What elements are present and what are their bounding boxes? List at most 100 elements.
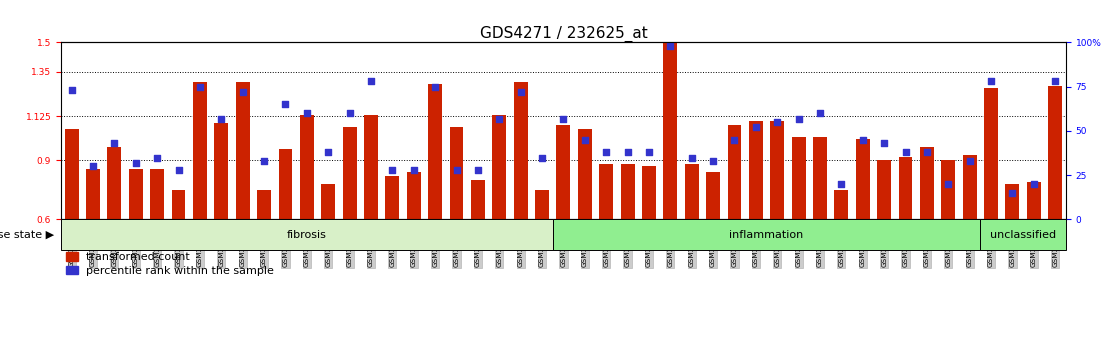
Bar — [172, 190, 185, 219]
Point — [341, 110, 359, 116]
Point — [448, 167, 465, 173]
Bar — [813, 137, 827, 219]
Point — [832, 181, 850, 187]
Point — [705, 158, 722, 164]
Point — [533, 155, 551, 160]
Point — [961, 158, 978, 164]
Bar — [193, 82, 207, 219]
Point — [362, 79, 380, 84]
Bar — [129, 169, 143, 219]
Point — [105, 141, 123, 146]
Point — [84, 164, 102, 169]
Point — [277, 102, 295, 107]
Bar — [450, 127, 463, 219]
Point — [170, 167, 187, 173]
Bar — [792, 137, 806, 219]
Legend: transformed count, percentile rank within the sample: transformed count, percentile rank withi… — [66, 252, 275, 276]
Point — [491, 116, 509, 121]
Text: disease state ▶: disease state ▶ — [0, 229, 54, 240]
Point — [940, 181, 957, 187]
Bar — [1048, 86, 1063, 219]
Point — [640, 149, 658, 155]
Bar — [685, 164, 699, 219]
Bar — [342, 127, 357, 219]
Bar — [64, 129, 79, 219]
Bar — [664, 42, 677, 219]
Point — [790, 116, 808, 121]
Bar — [620, 164, 635, 219]
Point — [811, 110, 829, 116]
Bar — [514, 82, 527, 219]
Point — [768, 119, 786, 125]
Point — [512, 89, 530, 95]
Point — [234, 89, 252, 95]
Bar — [407, 172, 421, 219]
Point — [1046, 79, 1064, 84]
Bar — [855, 139, 870, 219]
Bar — [770, 121, 784, 219]
Bar — [749, 121, 762, 219]
Bar — [386, 176, 399, 219]
Point — [383, 167, 401, 173]
Point — [213, 116, 230, 121]
Bar — [257, 190, 271, 219]
Point — [469, 167, 486, 173]
Text: unclassified: unclassified — [991, 229, 1056, 240]
Title: GDS4271 / 232625_at: GDS4271 / 232625_at — [480, 26, 647, 42]
Point — [896, 149, 914, 155]
Point — [63, 87, 81, 93]
Text: inflammation: inflammation — [729, 229, 803, 240]
Point — [148, 155, 166, 160]
Bar — [984, 88, 998, 219]
Bar — [321, 184, 335, 219]
Bar — [236, 82, 249, 219]
Point — [404, 167, 422, 173]
Point — [726, 137, 743, 143]
Bar — [642, 166, 656, 219]
Point — [191, 84, 208, 90]
Bar — [1005, 184, 1019, 219]
Bar — [300, 115, 314, 219]
Bar — [86, 169, 100, 219]
Bar — [963, 155, 976, 219]
Text: fibrosis: fibrosis — [287, 229, 327, 240]
Point — [683, 155, 700, 160]
Point — [854, 137, 872, 143]
Point — [554, 116, 572, 121]
Bar — [492, 115, 506, 219]
Bar — [599, 164, 613, 219]
Bar — [834, 190, 849, 219]
Bar — [365, 115, 378, 219]
Point — [618, 149, 636, 155]
Point — [255, 158, 273, 164]
Bar — [878, 160, 891, 219]
Bar — [920, 147, 934, 219]
Bar — [214, 123, 228, 219]
Bar — [942, 160, 955, 219]
Point — [1025, 181, 1043, 187]
Bar — [556, 125, 571, 219]
Point — [298, 110, 316, 116]
Bar — [471, 180, 485, 219]
Point — [1004, 190, 1022, 196]
Bar — [535, 190, 548, 219]
Point — [661, 43, 679, 49]
Bar — [728, 125, 741, 219]
Point — [576, 137, 594, 143]
Bar — [706, 172, 720, 219]
Point — [919, 149, 936, 155]
Point — [427, 84, 444, 90]
Bar — [428, 84, 442, 219]
Bar — [1027, 182, 1040, 219]
Bar — [151, 169, 164, 219]
Bar — [278, 149, 293, 219]
Point — [597, 149, 615, 155]
Bar — [899, 156, 913, 219]
Bar — [107, 147, 122, 219]
Point — [319, 149, 337, 155]
Point — [747, 125, 765, 130]
Bar — [578, 129, 592, 219]
Point — [127, 160, 145, 166]
Point — [875, 141, 893, 146]
Point — [982, 79, 999, 84]
